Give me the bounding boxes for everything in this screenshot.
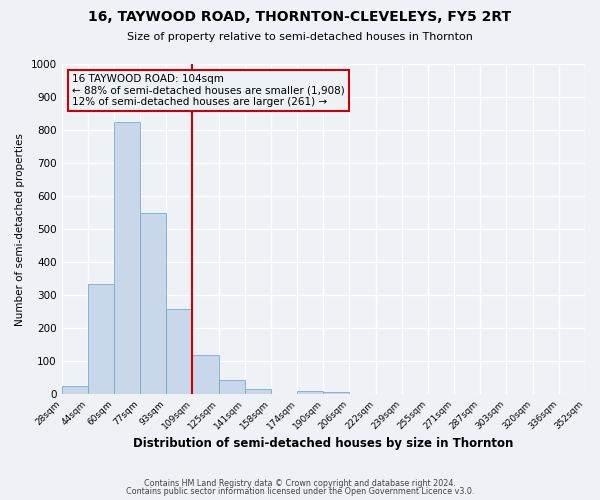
Bar	[62, 386, 88, 394]
Text: 16 TAYWOOD ROAD: 104sqm
← 88% of semi-detached houses are smaller (1,908)
12% of: 16 TAYWOOD ROAD: 104sqm ← 88% of semi-de…	[72, 74, 345, 107]
Text: 16, TAYWOOD ROAD, THORNTON-CLEVELEYS, FY5 2RT: 16, TAYWOOD ROAD, THORNTON-CLEVELEYS, FY…	[88, 10, 512, 24]
Bar	[140, 214, 166, 394]
Text: Size of property relative to semi-detached houses in Thornton: Size of property relative to semi-detach…	[127, 32, 473, 42]
Y-axis label: Number of semi-detached properties: Number of semi-detached properties	[15, 133, 25, 326]
Bar	[245, 388, 271, 394]
Bar	[193, 356, 218, 395]
Bar	[114, 122, 140, 394]
Bar	[166, 309, 193, 394]
X-axis label: Distribution of semi-detached houses by size in Thornton: Distribution of semi-detached houses by …	[133, 437, 514, 450]
Bar	[88, 284, 114, 395]
Bar	[218, 380, 245, 394]
Bar	[323, 392, 349, 394]
Bar	[297, 390, 323, 394]
Text: Contains public sector information licensed under the Open Government Licence v3: Contains public sector information licen…	[126, 487, 474, 496]
Text: Contains HM Land Registry data © Crown copyright and database right 2024.: Contains HM Land Registry data © Crown c…	[144, 478, 456, 488]
